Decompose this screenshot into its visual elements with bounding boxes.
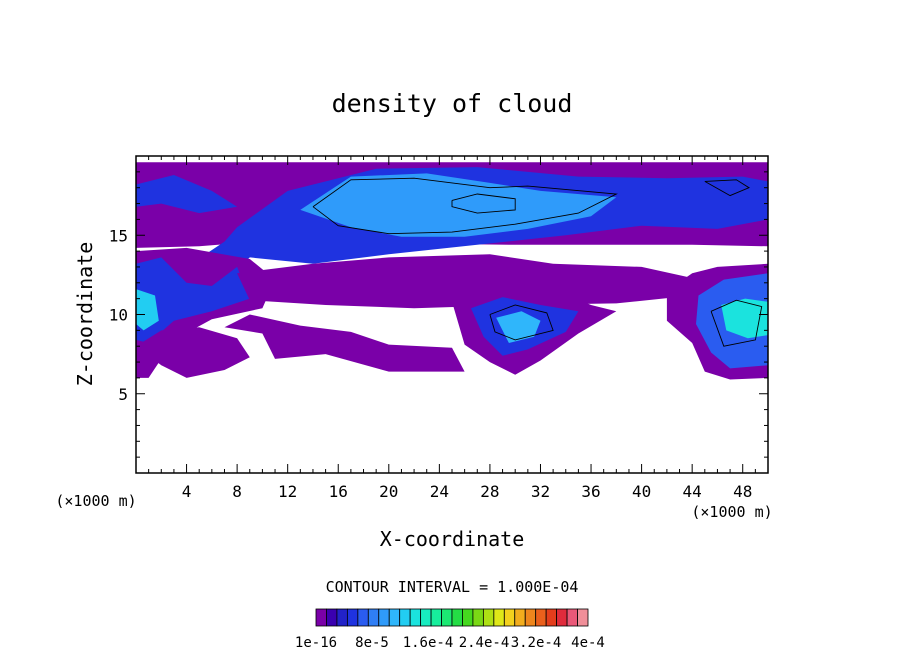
colorbar-swatch — [556, 608, 568, 627]
x-tick-label: 12 — [278, 482, 297, 501]
colorbar-swatch — [451, 608, 463, 627]
x-tick-label: 20 — [379, 482, 398, 501]
colorbar-tick-label: 3.2e-4 — [511, 635, 562, 651]
x-tick-label: 16 — [329, 482, 348, 501]
axis-ticks — [136, 156, 768, 473]
plot-area — [136, 162, 768, 380]
colorbar-swatch — [566, 608, 578, 627]
x-tick-label: 28 — [480, 482, 499, 501]
x-tick-label: 44 — [683, 482, 702, 501]
cloud-region-upper-layer-high — [300, 173, 617, 237]
contour-upper-contour — [312, 177, 618, 235]
colorbar-swatch — [336, 608, 348, 627]
x-tick-labels: 4 8 12 16 20 24 28 32 36 40 44 48 — [182, 482, 753, 501]
contour-right-top-contour — [704, 179, 750, 197]
colorbar-swatch — [535, 608, 547, 627]
x-tick-label: 4 — [182, 482, 192, 501]
cloud-region-left-cell-mid — [136, 257, 250, 343]
colorbar-swatch — [346, 608, 359, 627]
cloud-regions — [136, 162, 768, 380]
colorbar-swatch — [357, 608, 369, 627]
colorbar-swatch — [482, 608, 495, 627]
x-tick-label: 40 — [632, 482, 651, 501]
cloud-region-mid-band — [237, 254, 693, 309]
colorbar-swatch — [462, 608, 474, 627]
x-axis-label: X-coordinate — [380, 527, 525, 551]
colorbar-swatch — [315, 608, 327, 627]
y-unit-right: (×1000 m) — [691, 503, 772, 521]
colorbar — [315, 608, 589, 627]
colorbar-swatch — [326, 608, 338, 627]
contour-lines — [312, 177, 763, 347]
colorbar-swatch — [514, 608, 526, 627]
colorbar-swatch — [378, 608, 390, 627]
y-tick-labels: 5 10 15 — [109, 226, 128, 404]
colorbar-swatch — [367, 608, 380, 627]
x-tick-label: 24 — [430, 482, 449, 501]
x-tick-label: 8 — [232, 482, 242, 501]
colorbar-swatch — [503, 608, 516, 627]
cloud-region-cell-a-high — [496, 311, 541, 343]
cloud-region-left-bottom-patch — [136, 327, 250, 378]
colorbar-swatch — [430, 608, 442, 627]
cloud-region-mid-lower-patch — [224, 314, 465, 372]
contour-cell-a-contour — [489, 304, 554, 341]
colorbar-swatch — [420, 608, 432, 627]
x-unit-left: (×1000 m) — [55, 492, 136, 510]
colorbar-tick-label: 1.6e-4 — [403, 635, 454, 651]
cloud-region-left-cell-high — [136, 289, 159, 331]
colorbar-tick-label: 1e-16 — [295, 635, 337, 651]
y-tick-label: 15 — [109, 226, 128, 245]
y-tick-label: 5 — [118, 385, 128, 404]
cloud-region-cell-b-high — [721, 298, 768, 339]
contour-cell-b-contour — [710, 299, 763, 347]
colorbar-swatch — [545, 608, 558, 627]
contour-interval-label: CONTOUR INTERVAL = 1.000E-04 — [326, 578, 579, 596]
colorbar-swatch — [493, 608, 505, 627]
colorbar-swatch — [524, 608, 537, 627]
colorbar-swatch — [472, 608, 484, 627]
y-axis-label: Z-coordinate — [73, 242, 97, 387]
colorbar-tick-label: 4e-4 — [571, 635, 605, 651]
x-tick-label: 48 — [733, 482, 752, 501]
contour-upper-inner-contour — [451, 193, 516, 214]
colorbar-swatch — [399, 608, 411, 627]
colorbar-labels: 1e-16 8e-5 1.6e-4 2.4e-4 3.2e-4 4e-4 — [295, 635, 605, 651]
x-tick-label: 36 — [581, 482, 600, 501]
colorbar-tick-label: 8e-5 — [355, 635, 389, 651]
chart-title: density of cloud — [332, 89, 573, 118]
cloud-region-upper-left-streak — [136, 175, 238, 214]
y-tick-label: 10 — [109, 306, 128, 325]
colorbar-tick-label: 2.4e-4 — [459, 635, 510, 651]
colorbar-swatch — [441, 608, 453, 627]
colorbar-swatch — [388, 608, 401, 627]
colorbar-swatch — [577, 608, 589, 627]
colorbar-swatch — [409, 608, 422, 627]
x-tick-label: 32 — [531, 482, 550, 501]
